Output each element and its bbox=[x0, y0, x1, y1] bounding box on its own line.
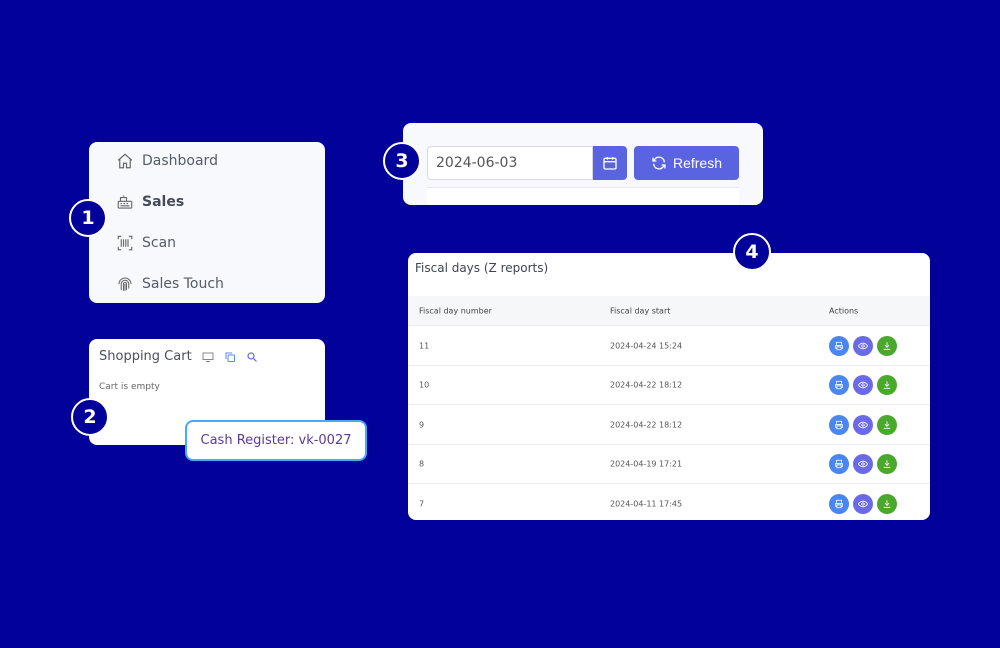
date-filter-panel: 2024-06-03 Refresh bbox=[403, 123, 763, 205]
home-icon bbox=[117, 153, 133, 169]
day-start: 2024-04-19 17:21 bbox=[610, 459, 683, 469]
step-badge-3: 3 bbox=[383, 142, 421, 180]
refresh-icon bbox=[652, 156, 666, 170]
download-button[interactable] bbox=[877, 414, 897, 435]
eye-icon bbox=[858, 500, 868, 507]
print-button[interactable] bbox=[829, 454, 849, 474]
fiscal-days-table: Fiscal days (Z reports) Fiscal day numbe… bbox=[408, 253, 930, 520]
day-number: 9 bbox=[419, 420, 425, 429]
view-button[interactable] bbox=[853, 454, 873, 474]
cash-register-icon bbox=[117, 195, 133, 209]
nav-item-scan[interactable]: Scan bbox=[116, 234, 176, 252]
nav-label: Scan bbox=[142, 235, 177, 251]
barcode-icon bbox=[117, 235, 133, 251]
download-icon bbox=[883, 381, 891, 389]
header-actions: Actions bbox=[829, 306, 859, 315]
print-button[interactable] bbox=[829, 375, 849, 395]
copy-icon[interactable] bbox=[224, 351, 236, 363]
eye-icon bbox=[858, 460, 868, 468]
header-day-number: Fiscal day number bbox=[419, 306, 492, 315]
nav-label: Sales bbox=[142, 194, 185, 210]
download-icon bbox=[883, 341, 891, 350]
day-number: 8 bbox=[419, 459, 425, 469]
cart-title: Shopping Cart bbox=[99, 349, 192, 364]
refresh-button[interactable]: Refresh bbox=[634, 146, 739, 180]
date-input[interactable]: 2024-06-03 bbox=[427, 146, 593, 180]
row-actions bbox=[829, 454, 897, 474]
sidebar-nav: Dashboard Sales Scan Sales Touch bbox=[89, 142, 325, 303]
download-button[interactable] bbox=[877, 375, 897, 395]
row-actions bbox=[829, 493, 897, 514]
search-icon[interactable] bbox=[246, 351, 258, 363]
day-start: 2024-04-11 17:45 bbox=[610, 499, 683, 508]
day-start: 2024-04-22 18:12 bbox=[610, 380, 683, 390]
download-button[interactable] bbox=[877, 335, 897, 356]
printer-icon bbox=[835, 420, 843, 429]
download-icon bbox=[883, 420, 891, 429]
step-badge-2: 2 bbox=[71, 398, 109, 436]
step-badge-1: 1 bbox=[69, 199, 107, 237]
download-icon bbox=[883, 460, 891, 468]
calendar-button[interactable] bbox=[593, 146, 627, 180]
divider bbox=[427, 187, 739, 205]
cart-empty-text: Cart is empty bbox=[99, 382, 160, 392]
eye-icon bbox=[858, 381, 868, 389]
nav-item-dashboard[interactable]: Dashboard bbox=[116, 152, 218, 170]
print-button[interactable] bbox=[829, 414, 849, 435]
printer-icon bbox=[835, 380, 843, 390]
cash-register-label: Cash Register: vk-0027 bbox=[185, 420, 367, 461]
table-row: 11 2024-04-24 15:24 bbox=[408, 325, 930, 365]
day-number: 10 bbox=[419, 380, 430, 390]
view-button[interactable] bbox=[853, 335, 873, 356]
download-button[interactable] bbox=[877, 454, 897, 474]
nav-item-sales[interactable]: Sales bbox=[116, 193, 184, 211]
printer-icon bbox=[835, 341, 843, 350]
table-title: Fiscal days (Z reports) bbox=[415, 261, 549, 275]
row-actions bbox=[829, 414, 897, 435]
printer-icon bbox=[835, 459, 843, 469]
nav-label: Sales Touch bbox=[142, 276, 224, 292]
printer-icon bbox=[835, 499, 843, 508]
view-button[interactable] bbox=[853, 375, 873, 395]
fingerprint-icon bbox=[118, 277, 132, 291]
nav-label: Dashboard bbox=[142, 153, 218, 169]
table-row: 10 2024-04-22 18:12 bbox=[408, 364, 930, 405]
eye-icon bbox=[858, 342, 868, 349]
row-actions bbox=[829, 375, 897, 395]
download-icon bbox=[883, 499, 891, 508]
monitor-icon[interactable] bbox=[202, 351, 214, 363]
table-row: 8 2024-04-19 17:21 bbox=[408, 443, 930, 484]
view-button[interactable] bbox=[853, 493, 873, 514]
table-header: Fiscal day number Fiscal day start Actio… bbox=[408, 296, 930, 325]
table-row: 9 2024-04-22 18:12 bbox=[408, 404, 930, 444]
refresh-label: Refresh bbox=[672, 155, 723, 171]
row-actions bbox=[829, 335, 897, 356]
view-button[interactable] bbox=[853, 414, 873, 435]
day-start: 2024-04-22 18:12 bbox=[610, 420, 683, 429]
table-row: 7 2024-04-11 17:45 bbox=[408, 483, 930, 520]
day-number: 7 bbox=[419, 499, 425, 508]
print-button[interactable] bbox=[829, 493, 849, 514]
header-day-start: Fiscal day start bbox=[610, 306, 671, 315]
day-number: 11 bbox=[419, 341, 430, 350]
eye-icon bbox=[858, 421, 868, 428]
day-start: 2024-04-24 15:24 bbox=[610, 341, 683, 350]
nav-item-sales-touch[interactable]: Sales Touch bbox=[116, 275, 224, 293]
print-button[interactable] bbox=[829, 335, 849, 356]
step-badge-4: 4 bbox=[733, 233, 771, 271]
download-button[interactable] bbox=[877, 493, 897, 514]
calendar-icon bbox=[603, 157, 617, 170]
